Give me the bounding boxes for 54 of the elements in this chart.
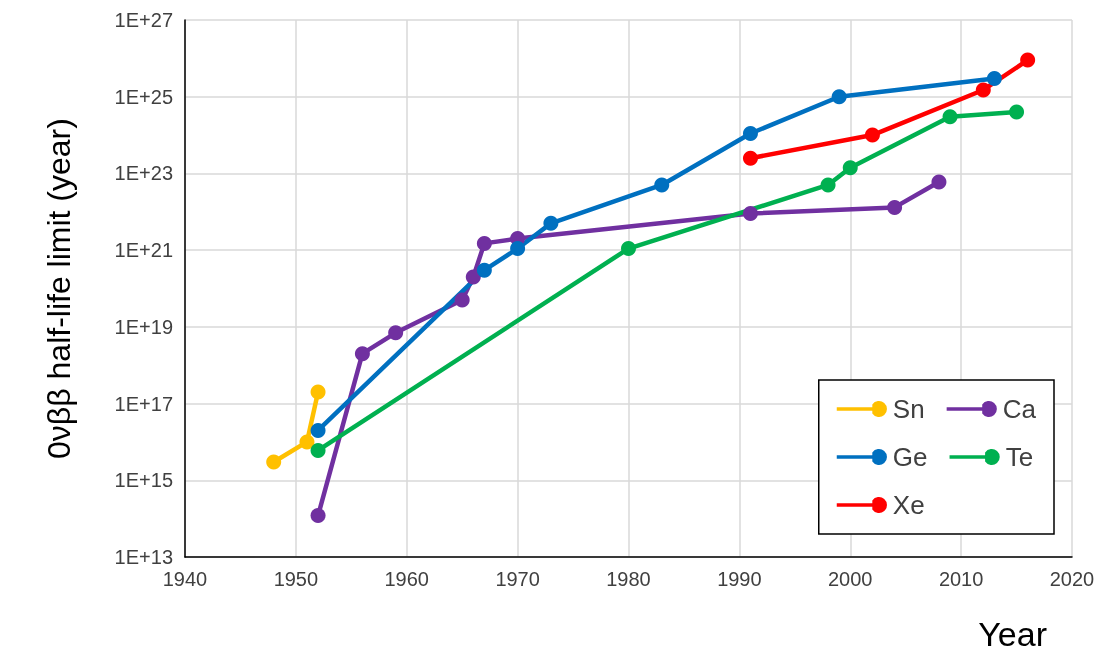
legend-label: Te xyxy=(1005,442,1034,472)
y-tick-label: 1E+25 xyxy=(114,85,173,108)
x-tick-label: 1950 xyxy=(273,568,319,590)
point xyxy=(975,82,991,98)
point xyxy=(1020,52,1036,68)
y-tick-label: 1E+23 xyxy=(114,162,173,185)
point xyxy=(543,215,559,231)
point xyxy=(986,70,1002,86)
point xyxy=(310,384,326,400)
point xyxy=(454,292,470,308)
point xyxy=(310,422,326,438)
legend-label: Xe xyxy=(892,490,925,520)
x-tick-label: 1990 xyxy=(717,568,762,590)
point xyxy=(476,235,492,251)
x-tick-label: 1980 xyxy=(606,568,651,590)
point xyxy=(310,442,326,458)
point xyxy=(820,177,836,193)
point xyxy=(864,127,880,143)
point xyxy=(887,199,903,215)
legend-label: Ge xyxy=(892,442,928,472)
y-tick-label: 1E+19 xyxy=(114,315,173,338)
legend-label: Sn xyxy=(892,394,925,424)
point xyxy=(931,174,947,190)
point xyxy=(742,150,758,166)
point xyxy=(266,454,282,470)
point xyxy=(465,269,481,285)
point xyxy=(1009,104,1025,120)
point xyxy=(510,241,526,257)
point xyxy=(621,241,636,257)
y-tick-label: 1E+17 xyxy=(114,392,173,415)
point xyxy=(842,160,858,176)
x-tick-label: 1960 xyxy=(384,568,429,590)
point xyxy=(742,206,758,222)
point xyxy=(299,434,315,450)
x-tick-label: 2010 xyxy=(938,568,984,590)
x-tick-label: 1940 xyxy=(162,568,208,590)
point xyxy=(831,89,847,105)
point xyxy=(942,109,958,125)
x-tick-label: 1970 xyxy=(495,568,540,590)
y-tick-label: 1E+13 xyxy=(114,546,173,568)
y-tick-label: 1E+27 xyxy=(114,9,173,31)
point xyxy=(476,262,492,278)
point xyxy=(310,508,326,524)
point xyxy=(742,125,758,141)
point xyxy=(388,325,404,341)
x-axis-title: Year xyxy=(978,615,1047,653)
x-tick-label: 2020 xyxy=(1049,568,1095,590)
point xyxy=(654,177,670,193)
y-axis-title: 0νββ half-life limit (year) xyxy=(41,118,77,459)
point xyxy=(354,346,370,362)
y-tick-label: 1E+15 xyxy=(114,469,173,492)
y-tick-label: 1E+21 xyxy=(114,239,173,262)
x-tick-label: 2000 xyxy=(828,568,873,590)
legend-label: Ca xyxy=(1002,394,1037,424)
